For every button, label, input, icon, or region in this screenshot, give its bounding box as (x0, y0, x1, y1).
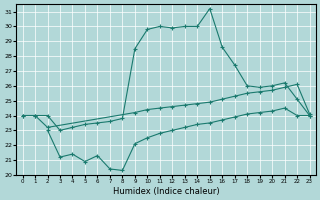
X-axis label: Humidex (Indice chaleur): Humidex (Indice chaleur) (113, 187, 220, 196)
